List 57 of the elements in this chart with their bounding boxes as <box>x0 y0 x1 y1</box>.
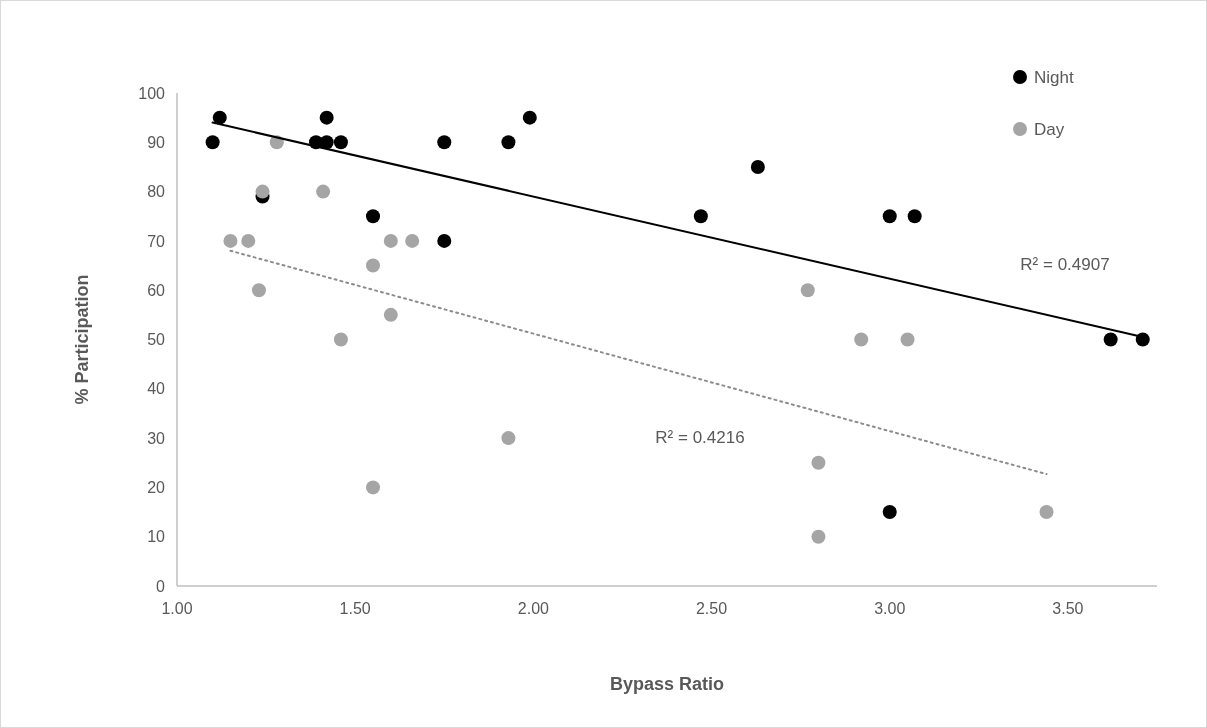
point <box>882 505 897 520</box>
point <box>854 332 869 347</box>
y-tick-label: 10 <box>147 528 166 546</box>
point <box>501 431 516 446</box>
y-tick-label: 70 <box>147 232 166 250</box>
y-tick-label: 60 <box>147 281 166 299</box>
y-tick-label: 20 <box>147 479 166 496</box>
point <box>405 233 420 248</box>
x-tick-label: 2.50 <box>695 600 728 617</box>
y-tick-label: 30 <box>147 429 166 447</box>
y-tick-label: 90 <box>147 133 166 151</box>
point <box>1103 332 1118 347</box>
annotation: R² = 0.4907 <box>1020 255 1110 274</box>
point <box>693 209 708 224</box>
point <box>319 110 334 125</box>
point <box>366 480 380 495</box>
annotation: R² = 0.4216 <box>655 428 745 447</box>
point <box>255 184 270 199</box>
point <box>882 209 897 224</box>
x-axis-title: Bypass Ratio <box>609 674 725 694</box>
point <box>900 332 915 347</box>
point <box>333 332 348 347</box>
point <box>319 135 334 150</box>
y-tick-label: 80 <box>147 183 166 201</box>
point <box>522 110 537 125</box>
point <box>316 184 331 199</box>
point <box>383 307 398 322</box>
point <box>241 233 256 248</box>
legend-label: Day <box>1034 119 1065 139</box>
point <box>750 159 765 174</box>
point <box>800 283 815 298</box>
point <box>437 233 452 248</box>
point <box>366 209 380 224</box>
y-tick-label: 50 <box>147 331 166 349</box>
point <box>501 135 516 150</box>
point <box>251 283 266 298</box>
point <box>205 135 220 150</box>
point <box>383 233 398 248</box>
point <box>811 455 826 470</box>
point <box>366 258 380 273</box>
x-tick-label: 1.50 <box>339 600 371 617</box>
legend-label: Night <box>1034 67 1074 87</box>
y-tick-label: 40 <box>147 380 166 398</box>
x-tick-label: 3.00 <box>874 600 906 617</box>
x-tick-label: 1.00 <box>161 600 193 617</box>
point <box>437 135 452 150</box>
point <box>212 110 227 125</box>
y-tick-label: 100 <box>138 84 166 102</box>
point <box>1039 505 1054 520</box>
point <box>811 529 826 544</box>
point <box>223 233 238 248</box>
x-tick-label: 2.00 <box>517 600 550 617</box>
y-axis-title: % Participation <box>72 274 92 405</box>
point <box>907 209 922 224</box>
x-tick-label: 3.50 <box>1052 600 1084 617</box>
y-tick-label: 0 <box>156 577 166 595</box>
point <box>333 135 348 150</box>
